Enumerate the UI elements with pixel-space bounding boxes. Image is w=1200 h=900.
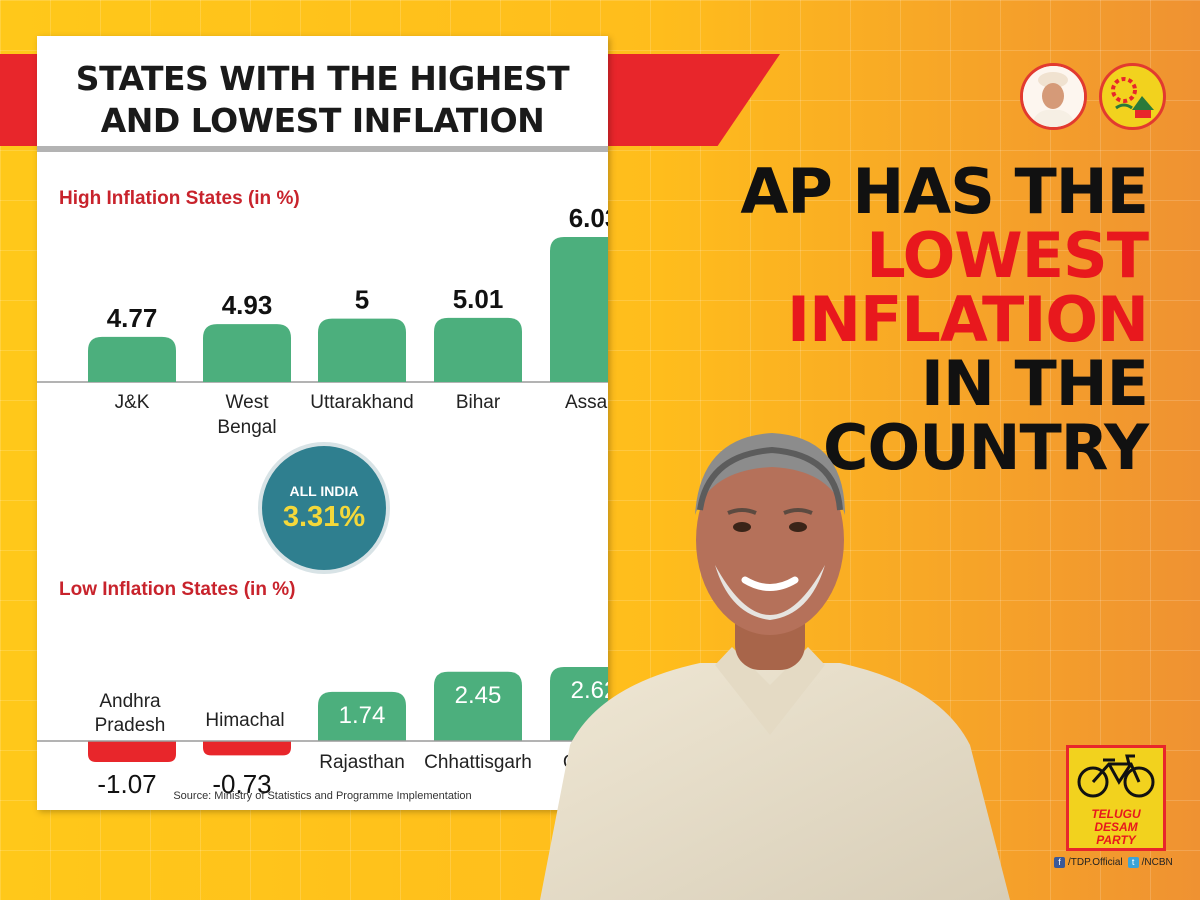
high-value-label-2: 5 [355, 285, 369, 315]
high-category-label-1-1: Bengal [217, 417, 276, 438]
social-handles: f/TDP.Official t/NCBN [1054, 857, 1173, 868]
ntr-portrait-logo [1020, 63, 1087, 130]
tdp-party-emblem [1099, 63, 1166, 130]
high-category-label-3-0: Bihar [456, 392, 501, 413]
high-category-label-4-0: Assam [565, 392, 608, 413]
title-divider [37, 146, 608, 152]
high-category-label-1-0: West [226, 392, 270, 413]
high-bar-0 [88, 336, 176, 382]
chart-title: STATES WITH THE HIGHEST AND LOWEST INFLA… [37, 58, 608, 142]
bar-charts: 4.77 J&K 4.93 West Bengal 5 Uttarakhand 5.01 Bih… [37, 203, 608, 799]
headline: AP HAS THE LOWEST INFLATION IN THE COUNT… [728, 155, 1149, 484]
headline-line-5: COUNTRY [823, 411, 1149, 484]
facebook-icon: f [1054, 857, 1065, 868]
twitter-icon: t [1127, 857, 1139, 868]
high-category-label-0-0: J&K [115, 392, 150, 413]
high-value-label-1: 4.93 [222, 290, 273, 320]
high-category-label-2-0: Uttarakhand [310, 392, 414, 413]
high-bar-2 [318, 318, 406, 382]
low-value-label-0: -1.07 [97, 769, 156, 799]
low-inflation-heading: Low Inflation States (in %) [59, 579, 296, 600]
low-category-label-0-0: Andhra [99, 691, 161, 712]
high-bar-4 [550, 237, 608, 382]
high-inflation-heading: High Inflation States (in %) [59, 188, 300, 209]
low-category-label-0-1: Pradesh [95, 715, 166, 736]
high-value-label-4: 6.03 [569, 203, 608, 233]
headline-line-3: INFLATION [787, 283, 1149, 356]
headline-line-1: AP HAS THE [740, 155, 1149, 228]
headline-line-4: IN THE [920, 347, 1149, 420]
low-value-label-1: -0.73 [212, 769, 271, 799]
all-india-badge: ALL INDIA 3.31% [258, 442, 390, 574]
low-value-label-3: 2.45 [455, 682, 502, 709]
low-category-label-3-0: Chhattisgarh [424, 752, 532, 773]
tdp-badge: TELUGU DESAM PARTY [1066, 745, 1166, 851]
bicycle-icon [1077, 754, 1155, 798]
inflation-chart-card: STATES WITH THE HIGHEST AND LOWEST INFLA… [37, 36, 608, 810]
high-value-label-3: 5.01 [453, 284, 504, 314]
chart-title-line-1: STATES WITH THE HIGHEST [75, 59, 570, 98]
low-bar-1 [203, 741, 291, 756]
badge-text: TELUGU DESAM PARTY [1069, 808, 1163, 847]
low-bar-2 [318, 691, 406, 741]
low-bar-0 [88, 741, 176, 762]
badge-line-2: PARTY [1096, 833, 1136, 847]
badge-line-1: TELUGU DESAM [1091, 807, 1141, 834]
high-value-label-0: 4.77 [107, 303, 158, 333]
low-value-label-2: 1.74 [339, 702, 386, 729]
low-bar-3 [434, 671, 522, 741]
high-bar-1 [203, 324, 291, 382]
twitter-handle: /NCBN [1141, 857, 1173, 869]
leader-portrait [540, 433, 1010, 900]
facebook-handle: /TDP.Official [1068, 857, 1123, 869]
all-india-value: 3.31% [282, 501, 366, 533]
high-bar-3 [434, 317, 522, 382]
chart-title-line-2: AND LOWEST INFLATION [100, 101, 545, 140]
all-india-label: ALL INDIA [289, 483, 359, 499]
low-value-label-4: 2.62 [571, 677, 608, 704]
low-category-label-2-0: Rajasthan [319, 752, 405, 773]
source-note: Source: Ministry of Statistics and Progr… [173, 790, 472, 802]
headline-line-2: LOWEST [866, 219, 1149, 292]
low-category-label-1-0: Himachal [205, 710, 284, 731]
